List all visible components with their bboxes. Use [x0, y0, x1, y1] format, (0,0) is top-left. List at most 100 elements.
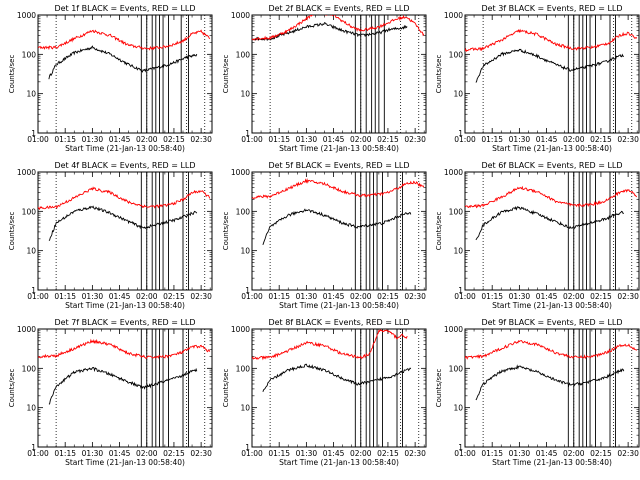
panel-title: Det 2f BLACK = Events, RED = LLD: [268, 4, 409, 13]
x-tick-label: 02:15: [377, 449, 399, 458]
y-tick-label: 100: [449, 364, 464, 373]
y-tick-label: 10: [240, 90, 250, 99]
x-tick-label: 02:15: [163, 135, 185, 144]
y-tick-label: 10: [26, 90, 36, 99]
x-tick-label: 02:00: [136, 292, 158, 301]
panel-det-9: Det 9f BLACK = Events, RED = LLD 1 10 100 10…: [435, 318, 640, 467]
x-tick-label: 02:00: [136, 135, 158, 144]
x-tick-label: 02:30: [404, 135, 426, 144]
panel-title: Det 7f BLACK = Events, RED = LLD: [54, 318, 195, 327]
y-tick-label: 1000: [231, 325, 250, 334]
y-axis-label: Counts/sec: [222, 55, 230, 94]
events-series-line: [475, 205, 625, 241]
y-tick-label: 1000: [17, 325, 36, 334]
events-series-line: [48, 366, 198, 405]
y-tick-label: 10: [26, 404, 36, 413]
x-tick-label: 02:15: [163, 449, 185, 458]
x-axis-label: Start Time (21-Jan-13 00:58:40): [279, 144, 399, 153]
lld-series-line: [465, 339, 638, 360]
x-tick-label: 01:45: [323, 292, 345, 301]
x-tick-label: 01:15: [268, 292, 290, 301]
y-tick-label: 1: [245, 443, 250, 452]
panel-title: Det 1f BLACK = Events, RED = LLD: [54, 4, 195, 13]
panel-det-1: Det 1f BLACK = Events, RED = LLD 1 10 100 10…: [8, 4, 213, 153]
y-tick-label: 1: [458, 286, 463, 295]
y-tick-label: 10: [453, 247, 463, 256]
y-tick-label: 1: [31, 129, 36, 138]
lld-series-line: [38, 186, 211, 211]
x-tick-label: 02:15: [377, 135, 399, 144]
events-series-line: [262, 208, 412, 246]
y-tick-label: 1: [31, 443, 36, 452]
y-tick-label: 100: [22, 50, 37, 59]
y-axis-label: Counts/sec: [435, 212, 443, 251]
x-tick-label: 01:15: [54, 449, 76, 458]
y-tick-label: 100: [236, 50, 251, 59]
x-axis-label: Start Time (21-Jan-13 00:58:40): [279, 458, 399, 467]
events-series-line: [262, 363, 412, 392]
panel-title: Det 6f BLACK = Events, RED = LLD: [481, 161, 622, 170]
x-tick-label: 02:30: [404, 292, 426, 301]
lld-series-line: [465, 185, 638, 209]
x-tick-label: 01:00: [27, 135, 49, 144]
y-tick-label: 1: [458, 443, 463, 452]
y-tick-label: 100: [22, 207, 37, 216]
x-tick-label: 01:00: [241, 135, 263, 144]
x-tick-label: 01:45: [109, 292, 131, 301]
y-tick-label: 10: [453, 404, 463, 413]
x-tick-label: 01:30: [82, 135, 104, 144]
y-tick-label: 1000: [17, 11, 36, 20]
x-axis-label: Start Time (21-Jan-13 00:58:40): [279, 301, 399, 310]
x-tick-label: 02:30: [617, 292, 639, 301]
y-axis-label: Counts/sec: [222, 212, 230, 251]
x-tick-label: 02:00: [350, 449, 372, 458]
lld-series-line: [38, 338, 211, 360]
y-tick-label: 1: [458, 129, 463, 138]
events-series-line: [475, 48, 625, 83]
x-tick-label: 01:45: [536, 135, 558, 144]
panel-det-6: Det 6f BLACK = Events, RED = LLD 1 10 100 10…: [435, 161, 640, 310]
panel-det-2: Det 2f BLACK = Events, RED = LLD 1 10 100 10…: [222, 4, 427, 153]
x-tick-label: 01:00: [27, 292, 49, 301]
panel-title: Det 9f BLACK = Events, RED = LLD: [481, 318, 622, 327]
x-tick-label: 02:15: [590, 449, 612, 458]
x-tick-label: 01:00: [241, 292, 263, 301]
x-axis-label: Start Time (21-Jan-13 00:58:40): [492, 144, 612, 153]
x-tick-label: 01:30: [82, 449, 104, 458]
x-axis-label: Start Time (21-Jan-13 00:58:40): [65, 301, 185, 310]
x-tick-label: 01:15: [268, 449, 290, 458]
x-axis-label: Start Time (21-Jan-13 00:58:40): [492, 458, 612, 467]
x-axis-label: Start Time (21-Jan-13 00:58:40): [65, 144, 185, 153]
plot-frame: [464, 328, 640, 448]
y-tick-label: 1000: [444, 11, 463, 20]
panel-det-5: Det 5f BLACK = Events, RED = LLD 1 10 100 10…: [222, 161, 427, 310]
x-tick-label: 02:00: [350, 292, 372, 301]
events-series-line: [48, 205, 198, 241]
plot-frame: [37, 328, 213, 448]
x-tick-label: 02:15: [377, 292, 399, 301]
x-tick-label: 01:45: [109, 135, 131, 144]
x-tick-label: 01:00: [27, 449, 49, 458]
x-tick-label: 02:30: [404, 449, 426, 458]
lld-series-line: [252, 329, 408, 361]
panel-title: Det 5f BLACK = Events, RED = LLD: [268, 161, 409, 170]
x-tick-label: 02:15: [163, 292, 185, 301]
x-axis-label: Start Time (21-Jan-13 00:58:40): [492, 301, 612, 310]
x-tick-label: 02:15: [590, 135, 612, 144]
x-tick-label: 02:30: [617, 449, 639, 458]
panel-title: Det 3f BLACK = Events, RED = LLD: [481, 4, 622, 13]
x-tick-label: 02:30: [190, 292, 212, 301]
x-tick-label: 02:30: [190, 449, 212, 458]
panel-det-4: Det 4f BLACK = Events, RED = LLD 1 10 100 10…: [8, 161, 213, 310]
x-tick-label: 02:00: [563, 135, 585, 144]
events-series-line: [475, 364, 625, 401]
x-tick-label: 01:15: [268, 135, 290, 144]
y-tick-label: 1000: [444, 168, 463, 177]
x-tick-label: 01:00: [241, 449, 263, 458]
x-tick-label: 01:15: [481, 449, 503, 458]
lld-series-line: [38, 29, 211, 51]
x-tick-label: 02:00: [350, 135, 372, 144]
x-tick-label: 01:30: [82, 292, 104, 301]
lld-series-line: [465, 28, 638, 53]
